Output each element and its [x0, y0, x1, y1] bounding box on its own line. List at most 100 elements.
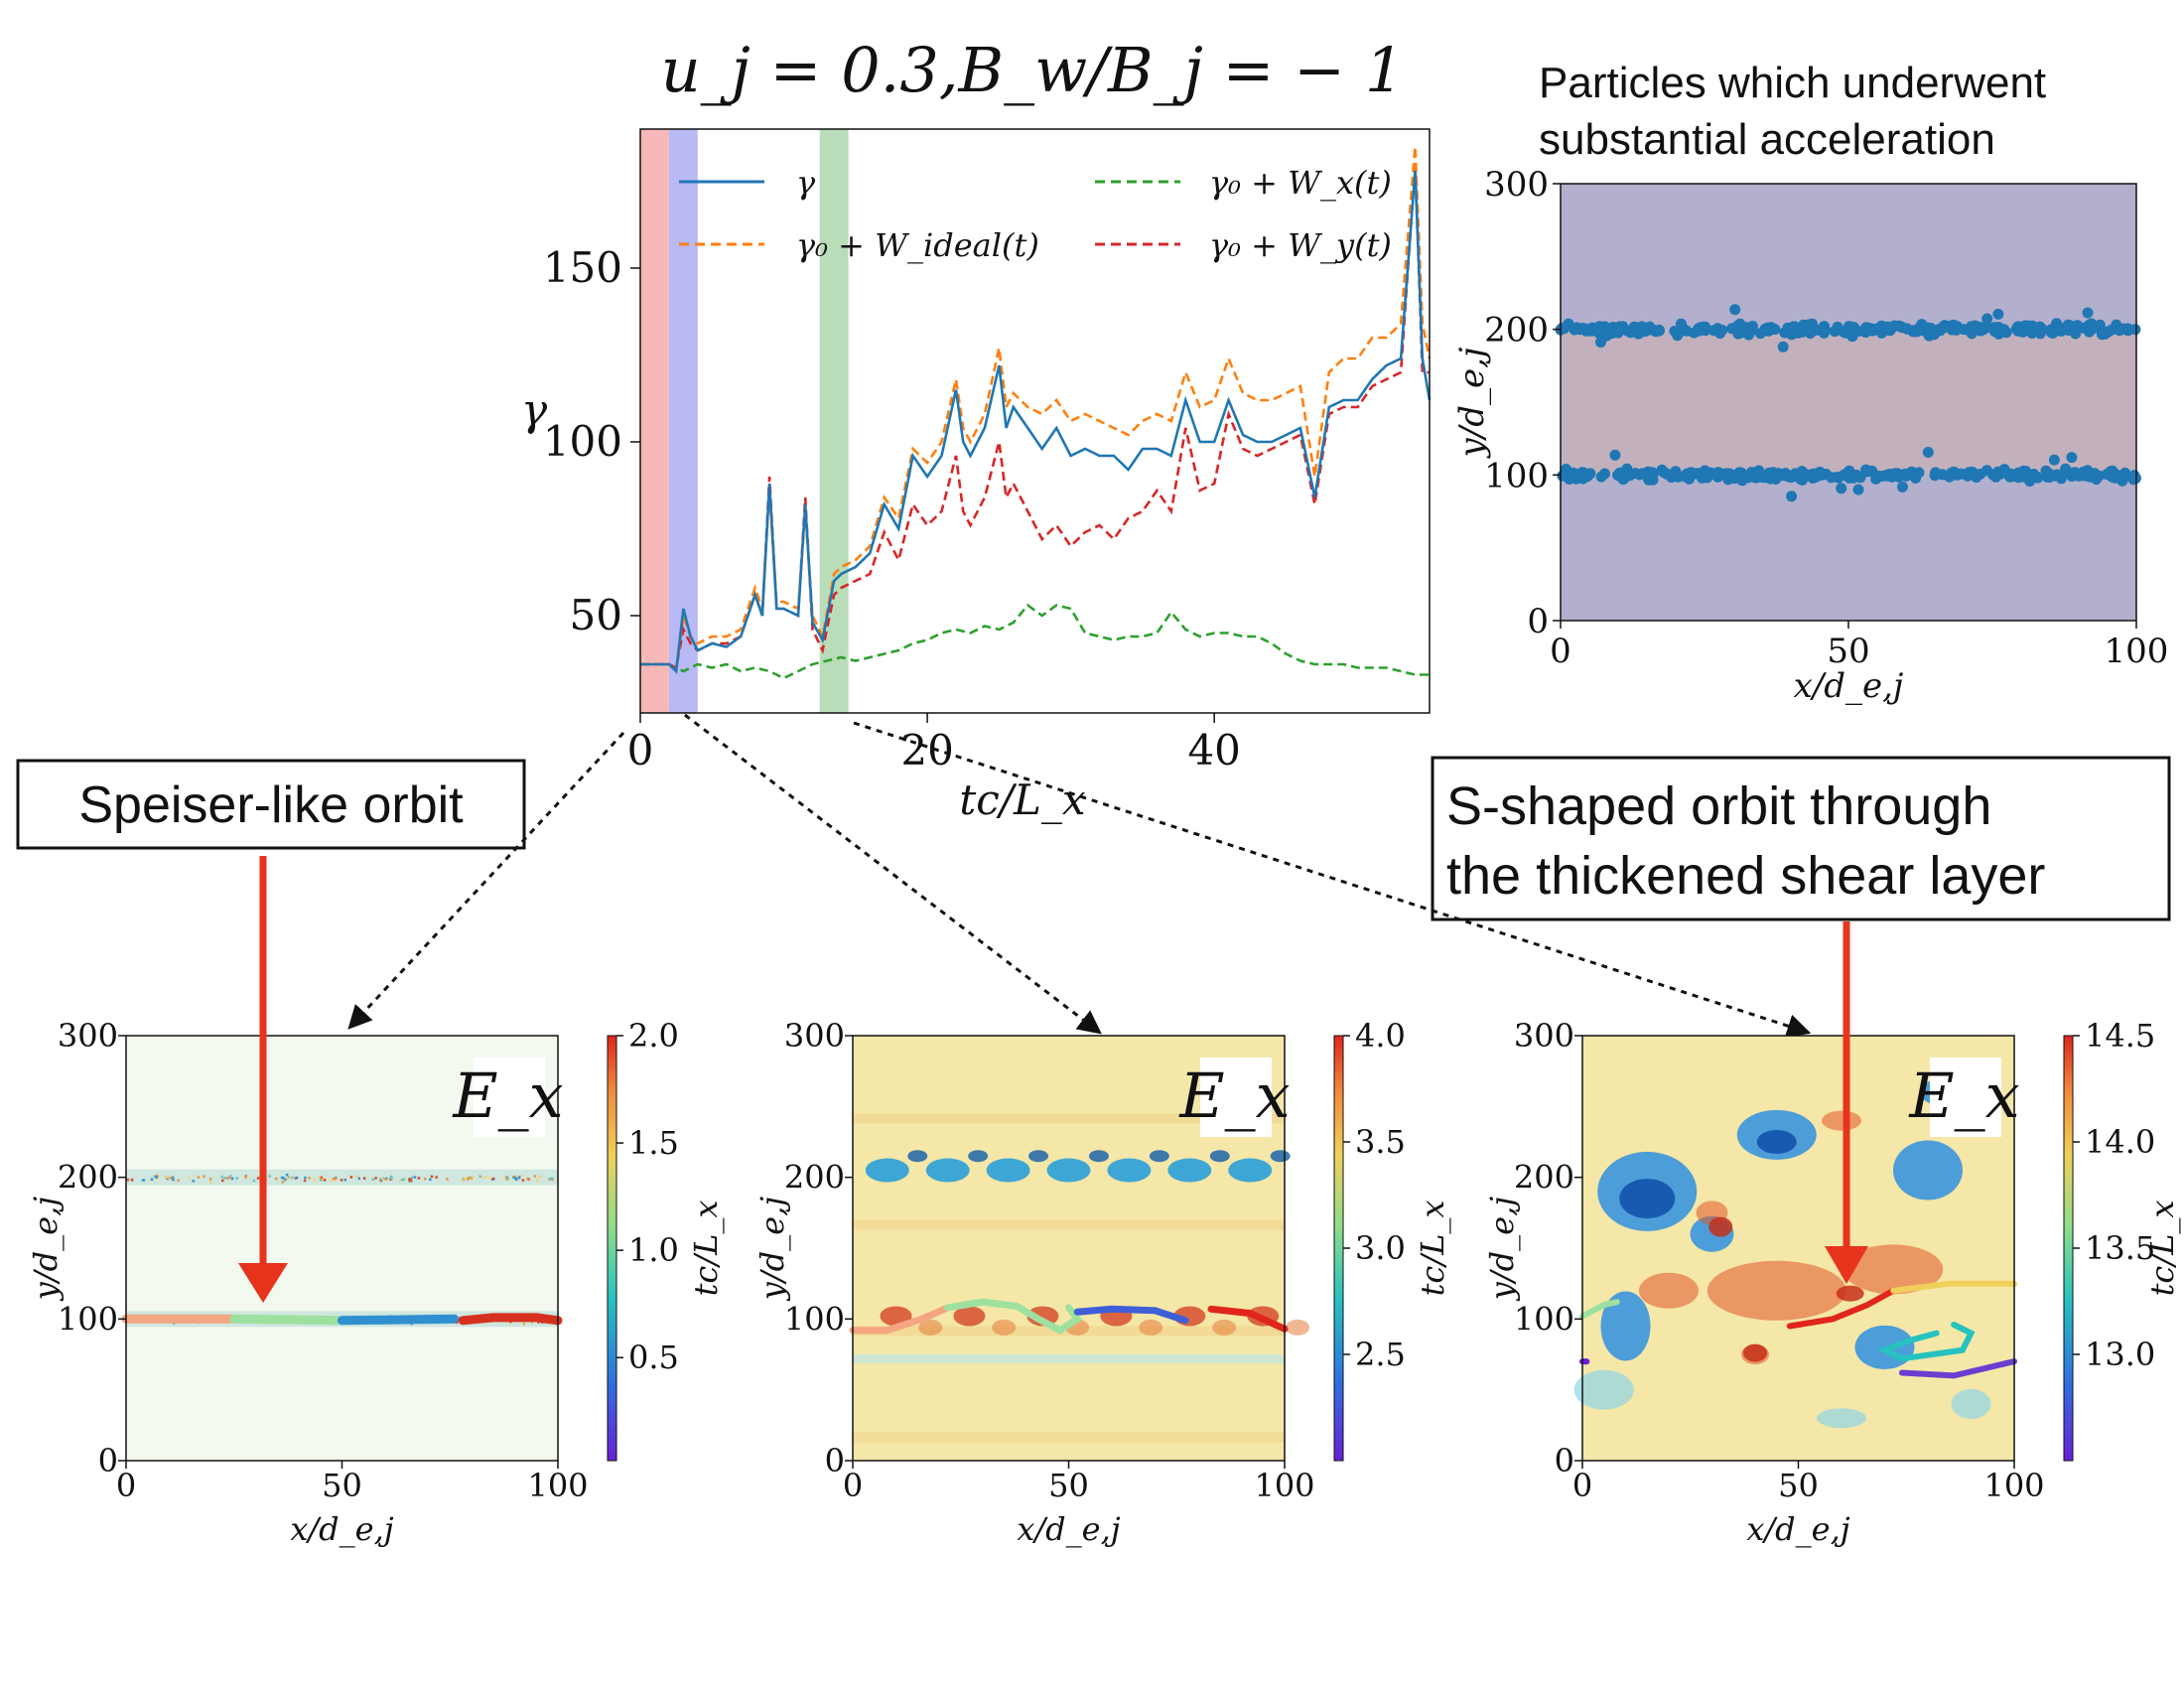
- heatmap-xtick-label: 0: [116, 1467, 136, 1504]
- field-structure: [1286, 1319, 1310, 1336]
- scatter-point: [1929, 470, 1941, 482]
- scatter-point: [1696, 470, 1707, 482]
- scatter-point: [2086, 323, 2098, 335]
- noise-pixel: [435, 1176, 438, 1179]
- scatter-point: [1994, 324, 2006, 336]
- field-structure: [1817, 1408, 1866, 1429]
- scatter-point: [1922, 447, 1934, 458]
- scatter-point: [1609, 449, 1621, 461]
- field-structure: [1743, 1343, 1767, 1362]
- heatmap-ytick-label: 200: [58, 1159, 118, 1197]
- field-structure: [1836, 1285, 1864, 1302]
- field-structure: [1951, 1388, 1991, 1419]
- ex-label: E_x: [452, 1059, 563, 1132]
- field-structure: [1028, 1150, 1049, 1163]
- series-line-gamma: [640, 170, 1432, 674]
- noise-pixel: [521, 1321, 524, 1325]
- noise-pixel: [378, 1178, 382, 1181]
- noise-pixel: [465, 1178, 469, 1181]
- colorbar-tick-label: 2.5: [1355, 1336, 1406, 1373]
- field-structure: [918, 1319, 943, 1336]
- noise-pixel: [430, 1175, 434, 1179]
- noise-pixel: [512, 1176, 515, 1179]
- pointer-arrow-2: [684, 713, 1102, 1035]
- scatter-point: [1700, 321, 1711, 333]
- noise-pixel: [517, 1176, 521, 1180]
- noise-pixel: [323, 1179, 327, 1182]
- noise-pixel: [321, 1178, 324, 1181]
- field-structure: [1228, 1158, 1273, 1183]
- scatter-title-line1: Particles which underwent: [1539, 59, 2046, 107]
- colorbar-tick-label: 13.5: [2085, 1229, 2155, 1267]
- annotation-s-shaped-line2: the thickened shear layer: [1446, 846, 2045, 906]
- orbit-segment: [849, 1304, 952, 1335]
- noise-pixel: [225, 1177, 229, 1180]
- scatter-point: [1716, 325, 1728, 336]
- particle-orbit: [849, 1298, 1289, 1335]
- noise-pixel: [506, 1177, 509, 1181]
- orbit-segment: [1890, 1280, 2017, 1294]
- scatter-point: [1706, 468, 1718, 480]
- noise-pixel: [357, 1177, 360, 1181]
- orbit-segment: [1579, 1299, 1620, 1320]
- noise-pixel: [340, 1179, 343, 1182]
- heatmap-xtick-label: 0: [1572, 1467, 1592, 1504]
- heatmap-xtick-label: 50: [1048, 1467, 1089, 1504]
- noise-pixel: [410, 1180, 413, 1184]
- noise-pixel: [169, 1177, 172, 1180]
- scatter-point: [2110, 472, 2120, 484]
- noise-pixel: [155, 1176, 158, 1179]
- scatter-point: [1654, 325, 1665, 337]
- noise-pixel: [150, 1178, 154, 1182]
- field-structure: [1139, 1319, 1163, 1336]
- noise-pixel: [126, 1178, 130, 1182]
- scatter-point: [2012, 321, 2023, 333]
- heatmap-ytick-label: 300: [1514, 1017, 1574, 1055]
- red-arrow-left-head: [238, 1263, 288, 1303]
- field-structure: [1619, 1179, 1676, 1219]
- noise-pixel: [380, 1177, 384, 1181]
- field-structure: [1209, 1150, 1230, 1163]
- noise-pixel: [142, 1179, 146, 1182]
- ex-panel-2: E_x 0 50 100 0 100 200 300 x/d_e,j y/d_e,j 2.5 3.0 3…: [753, 1017, 1451, 1548]
- scatter-title-line2: substantial acceleration: [1539, 115, 1995, 164]
- field-structure: [1639, 1272, 1699, 1309]
- scatter-point: [2066, 452, 2078, 464]
- colorbar: [608, 1036, 616, 1461]
- field-structure: [925, 1158, 970, 1183]
- energy-plot-frame: [639, 128, 1431, 714]
- noise-pixel: [304, 1176, 307, 1180]
- noise-pixel: [268, 1175, 271, 1178]
- heatmap-ytick-label: 200: [1514, 1159, 1574, 1197]
- legend-label-wy: γ₀ + W_y(t): [1209, 226, 1392, 264]
- noise-pixel: [227, 1176, 231, 1180]
- heatmap-ytick-label: 300: [58, 1017, 118, 1055]
- annotation-speiser-text: Speiser-like orbit: [78, 776, 464, 834]
- noise-pixel: [220, 1175, 223, 1179]
- noise-pixel: [468, 1176, 471, 1180]
- scatter-point: [2117, 323, 2129, 335]
- noise-pixel: [389, 1175, 393, 1179]
- annotation-speiser: Speiser-like orbit: [16, 759, 526, 850]
- energy-history-plot: 0 20 40 50 100 150 γ tc/L_x γ γ₀ + W_ideal(t)…: [521, 128, 1432, 824]
- noise-pixel: [303, 1179, 307, 1183]
- noise-pixel: [334, 1177, 338, 1181]
- noise-pixel: [413, 1176, 417, 1179]
- noise-pixel: [280, 1176, 284, 1180]
- pointer-arrows: [347, 713, 1812, 1038]
- scatter-point: [1981, 313, 1993, 325]
- heatmap-xlabel: x/d_e,j: [1017, 1510, 1120, 1548]
- noise-pixel: [398, 1179, 402, 1183]
- noise-pixel: [521, 1179, 525, 1182]
- noise-pixel: [547, 1179, 550, 1182]
- colorbar-tick-label: 0.5: [628, 1339, 679, 1376]
- background-stripe: [853, 1219, 1285, 1230]
- scatter-point: [1723, 470, 1735, 481]
- colorbar: [2064, 1036, 2073, 1461]
- colorbar-tick-label: 3.5: [1355, 1123, 1406, 1161]
- time-band-green: [819, 129, 849, 713]
- scatter-point: [1599, 468, 1610, 480]
- colorbar-tick-label: 14.5: [2085, 1017, 2155, 1055]
- heatmap-xtick-label: 100: [527, 1467, 588, 1504]
- heatmap-ylabel: y/d_e,j: [753, 1197, 791, 1302]
